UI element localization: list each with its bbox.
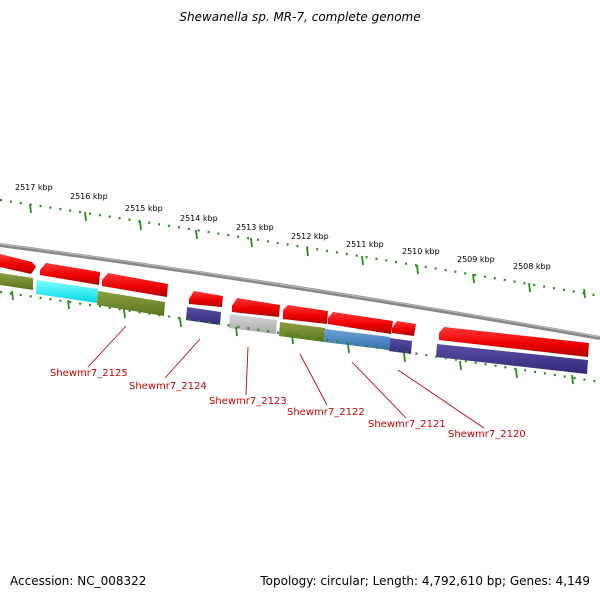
ruler-label: 2511 kbp — [346, 240, 384, 249]
gene-arrow — [439, 327, 589, 357]
gene-arrow — [283, 305, 328, 324]
gene-label: Shewmr7_2121 — [368, 419, 446, 430]
ruler-label: 2510 kbp — [402, 247, 440, 256]
gene-block — [186, 307, 221, 325]
ruler-label: 2516 kbp — [70, 192, 108, 201]
gene-block — [229, 314, 277, 334]
ruler-label: 2508 kbp — [513, 262, 551, 271]
label-leaders — [87, 325, 485, 429]
gene-arrow — [232, 298, 280, 317]
gene-block — [0, 273, 33, 290]
ruler-labels: 2517 kbp 2516 kbp 2515 kbp 2514 kbp 2513… — [15, 183, 551, 271]
reverse-genes — [0, 273, 588, 374]
gene-block — [389, 338, 412, 354]
gene-block — [324, 329, 390, 350]
ruler-label: 2513 kbp — [236, 223, 274, 232]
gene-label: Shewmr7_2123 — [209, 396, 287, 407]
ruler-label: 2517 kbp — [15, 183, 53, 192]
upper-ruler — [0, 198, 600, 299]
ruler-label: 2515 kbp — [125, 204, 163, 213]
gene-arrow — [189, 291, 223, 307]
gene-label: Shewmr7_2124 — [129, 381, 207, 392]
gene-arrow — [0, 254, 36, 274]
accession-text: Accession: NC_008322 — [10, 574, 147, 588]
forward-genes — [0, 254, 589, 357]
genome-summary-text: Topology: circular; Length: 4,792,610 bp… — [260, 574, 590, 588]
gene-labels: Shewmr7_2125 Shewmr7_2124 Shewmr7_2123 S… — [50, 368, 526, 440]
ruler-label: 2514 kbp — [180, 214, 218, 223]
gene-label: Shewmr7_2125 — [50, 368, 128, 379]
gene-arrow — [102, 273, 168, 297]
gene-arrow — [328, 312, 393, 334]
gene-arrow — [40, 263, 100, 285]
gene-block — [36, 280, 98, 303]
genome-backbone — [0, 243, 600, 340]
gene-block — [436, 344, 588, 374]
gene-block — [279, 322, 325, 342]
gene-label: Shewmr7_2120 — [448, 429, 526, 440]
diagram-title: Shewanella sp. MR-7, complete genome — [179, 10, 421, 24]
lower-ruler — [0, 290, 600, 385]
ruler-label: 2512 kbp — [291, 232, 329, 241]
gene-arrow — [392, 321, 416, 336]
gene-block — [97, 291, 165, 316]
ruler-label: 2509 kbp — [457, 255, 495, 264]
gene-label: Shewmr7_2122 — [287, 407, 365, 418]
